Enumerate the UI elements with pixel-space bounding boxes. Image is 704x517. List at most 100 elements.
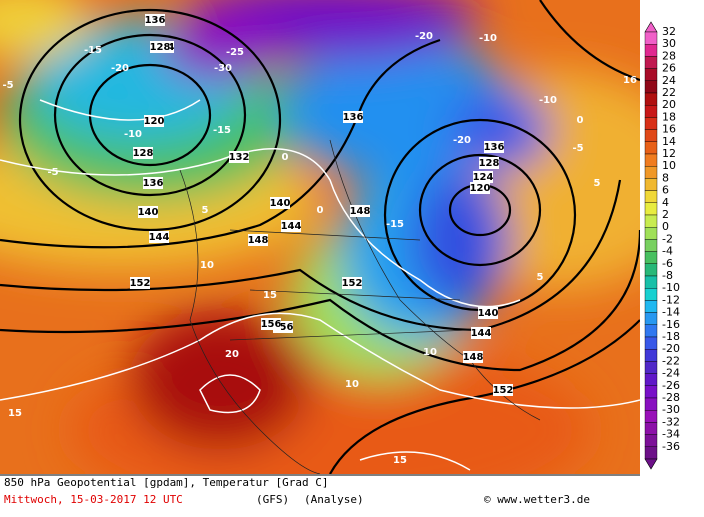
label-box	[343, 111, 363, 123]
temperature-label: 15	[263, 290, 277, 301]
colorbar-swatch	[644, 178, 658, 191]
colorbar-label: 18	[662, 110, 676, 123]
colorbar-swatch	[644, 446, 658, 460]
geopotential-label: 156	[261, 319, 282, 330]
temperature-label: 16	[623, 75, 637, 86]
colorbar-swatch	[644, 361, 658, 374]
colorbar-label: -22	[662, 354, 680, 367]
caption-date: Mittwoch, 15-03-2017 12 UTC	[4, 493, 183, 506]
colorbar-label: 8	[662, 171, 669, 184]
label-box	[261, 318, 281, 330]
colorbar-swatch	[644, 239, 658, 252]
colorbar-swatch	[644, 373, 658, 387]
temperature-label: -15	[213, 125, 231, 136]
colorbar-label: 14	[662, 135, 676, 148]
colorbar-label: -14	[662, 306, 680, 319]
colorbar-label: 4	[662, 196, 669, 209]
label-box	[342, 277, 362, 289]
temperature-label: -20	[415, 31, 433, 42]
colorbar-label: -28	[662, 391, 680, 404]
colorbar-label: -12	[662, 293, 680, 306]
colorbar-swatch	[644, 80, 658, 94]
label-box	[463, 351, 483, 363]
label-box	[473, 171, 493, 183]
colorbar-label: 30	[662, 37, 676, 50]
geopotential-label: 120	[144, 116, 165, 127]
colorbar-label: 10	[662, 159, 676, 172]
temperature-label: -5	[47, 167, 58, 178]
colorbar-swatch	[644, 385, 658, 399]
temperature-label: -5	[2, 80, 13, 91]
colorbar-swatch	[644, 104, 658, 118]
geopotential-label: 140	[138, 207, 159, 218]
label-box	[478, 307, 498, 319]
temperature-label: 10	[345, 379, 359, 390]
label-box	[471, 327, 491, 339]
colorbar-label: -10	[662, 281, 680, 294]
geopotential-label: 124	[473, 172, 494, 183]
colorbar-swatch	[644, 324, 658, 338]
label-box	[145, 14, 165, 26]
colorbar-swatch	[644, 202, 658, 216]
colorbar-label: 24	[662, 74, 676, 87]
geopotential-label: 152	[130, 278, 151, 289]
colorbar-label: 0	[662, 220, 669, 233]
colorbar-swatch	[644, 422, 658, 435]
temperature-label: 5	[537, 272, 544, 283]
colorbar-swatch	[644, 251, 658, 265]
colorbar-label: 2	[662, 208, 669, 221]
geopotential-label: 128	[150, 42, 171, 53]
geopotential-label: 128	[133, 148, 154, 159]
label-box	[143, 177, 163, 189]
label-box	[133, 147, 153, 159]
colorbar-swatch	[644, 129, 658, 143]
geopotential-label: 128	[479, 158, 500, 169]
colorbar-label: -8	[662, 269, 673, 282]
temperature-label: -25	[226, 47, 244, 58]
colorbar-swatch	[644, 312, 658, 326]
geopotential-label: 148	[463, 352, 484, 363]
temperature-label: -10	[539, 95, 557, 106]
temperature-label: -30	[214, 63, 232, 74]
colorbar-label: -6	[662, 257, 673, 270]
caption-title: 850 hPa Geopotential [gpdam], Temperatur…	[4, 476, 329, 489]
label-box	[270, 197, 290, 209]
geopotential-label: 140	[478, 308, 499, 319]
colorbar-label: -20	[662, 342, 680, 355]
colorbar-swatch	[644, 300, 658, 313]
temperature-label: 10	[423, 347, 437, 358]
label-box	[229, 151, 249, 163]
colorbar-swatch	[644, 397, 658, 411]
geopotential-label: 120	[470, 183, 491, 194]
temperature-label: 10	[200, 260, 214, 271]
colorbar-label: -26	[662, 379, 680, 392]
colorbar-swatch	[644, 275, 658, 289]
colorbar-arrow-bottom	[644, 458, 658, 470]
temperature-label: 5	[202, 205, 209, 216]
colorbar-label: 20	[662, 98, 676, 111]
label-box	[281, 220, 301, 232]
colorbar-swatch	[644, 92, 658, 106]
temperature-label: 15	[393, 455, 407, 466]
colorbar-swatch	[644, 141, 658, 155]
colorbar-label: -32	[662, 415, 680, 428]
label-box	[470, 182, 490, 194]
geopotential-label: 152	[493, 385, 514, 396]
colorbar-arrow-top	[644, 21, 658, 33]
label-box	[479, 157, 499, 169]
label-box	[248, 234, 268, 246]
colorbar-label: -2	[662, 232, 673, 245]
colorbar-label: -30	[662, 403, 680, 416]
geopotential-label: 156	[273, 322, 294, 333]
geopotential-label: 144	[471, 328, 492, 339]
colorbar-swatch	[644, 190, 658, 204]
colorbar-label: 6	[662, 184, 669, 197]
colorbar-swatch	[644, 165, 658, 179]
geopotential-label: 136	[143, 178, 164, 189]
geopotential-label: 152	[342, 278, 363, 289]
temperature-label: 0	[577, 115, 584, 126]
colorbar-label: 22	[662, 86, 676, 99]
colorbar-label: 28	[662, 49, 676, 62]
